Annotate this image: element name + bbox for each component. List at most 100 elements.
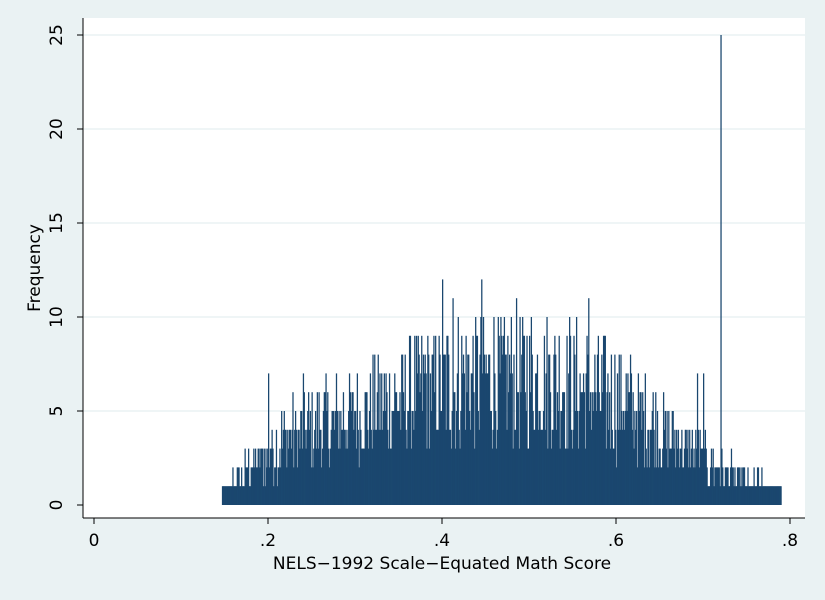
histogram-bar	[246, 467, 248, 505]
histogram-bar	[448, 429, 451, 505]
histogram-bar	[643, 467, 646, 505]
histogram-bar	[284, 429, 286, 505]
y-tick-label: 5	[47, 406, 67, 417]
histogram-bar	[691, 429, 693, 505]
histogram-bar	[686, 448, 688, 505]
histogram-bar	[282, 429, 285, 505]
histogram-bar	[531, 354, 533, 505]
histogram-bar	[754, 486, 756, 505]
histogram-bar	[245, 467, 247, 505]
histogram-bar	[395, 392, 398, 505]
histogram-bar	[435, 335, 437, 505]
histogram-bar	[381, 429, 384, 505]
histogram-bar	[777, 486, 780, 505]
histogram-bar	[584, 448, 586, 505]
histogram-bar	[602, 335, 605, 505]
histogram-bar	[415, 335, 418, 505]
histogram-bar	[710, 448, 713, 505]
histogram-bar	[380, 429, 382, 505]
histogram-bar	[340, 411, 342, 505]
histogram-bar	[766, 486, 768, 505]
x-tick-label: .8	[782, 531, 798, 551]
histogram-bar	[655, 392, 657, 505]
histogram-bar	[590, 429, 593, 505]
histogram-bar	[326, 411, 328, 505]
histogram-bar	[598, 392, 600, 505]
histogram-bar	[729, 467, 732, 505]
histogram-bar	[503, 317, 506, 505]
histogram-bar	[288, 429, 291, 505]
histogram-bar	[701, 448, 703, 505]
histogram-bar	[364, 392, 366, 505]
histogram-bar	[573, 335, 575, 505]
histogram-bar	[303, 392, 305, 505]
histogram-bar	[529, 392, 532, 505]
histogram-bar	[250, 467, 252, 505]
histogram-bar	[458, 429, 460, 505]
histogram-bar	[703, 448, 706, 505]
histogram-bar	[522, 335, 525, 505]
histogram-bar	[547, 448, 549, 505]
histogram-bar	[542, 429, 544, 505]
histogram-bar	[508, 392, 510, 505]
histogram-bar	[558, 335, 560, 505]
histogram-bar	[759, 486, 761, 505]
histogram-bar	[469, 429, 472, 505]
histogram-bar	[737, 467, 740, 505]
histogram-bar	[447, 335, 449, 505]
histogram-bar	[290, 448, 292, 505]
histogram-bar	[535, 373, 537, 505]
y-tick-label: 20	[47, 118, 67, 140]
histogram-bar	[610, 354, 613, 505]
histogram-bar	[424, 354, 426, 505]
histogram-bar	[462, 373, 464, 505]
histogram-bar	[489, 411, 492, 505]
histogram-bar	[354, 411, 356, 505]
histogram-bar	[595, 411, 598, 505]
histogram-bar	[363, 448, 365, 505]
histogram-bar	[525, 411, 527, 505]
histogram-bar	[441, 411, 443, 505]
histogram-bar	[631, 429, 633, 505]
histogram-bar	[428, 448, 431, 505]
histogram-bar	[763, 486, 765, 505]
histogram-bar	[378, 429, 380, 505]
histogram-bar	[609, 392, 611, 505]
histogram-bar	[500, 317, 502, 505]
histogram-bar	[780, 486, 782, 505]
histogram-bar	[283, 411, 285, 505]
histogram-bar	[399, 392, 401, 505]
histogram-bar	[514, 429, 516, 505]
histogram-bar	[244, 448, 246, 505]
histogram-bar	[601, 354, 603, 505]
histogram-bar	[712, 448, 714, 505]
histogram-bar	[575, 317, 578, 505]
histogram-bar	[722, 467, 724, 505]
histogram-bar	[223, 486, 225, 505]
histogram-bar	[455, 411, 458, 505]
histogram-bar	[578, 411, 580, 505]
histogram-bar	[594, 354, 596, 505]
histogram-bar	[414, 335, 416, 505]
histogram-bar	[294, 411, 297, 505]
histogram-bar	[690, 448, 693, 505]
histogram-bar	[605, 448, 607, 505]
histogram-bar	[274, 467, 276, 505]
histogram-bar	[292, 392, 294, 505]
histogram-bar	[393, 411, 395, 505]
histogram-bar	[660, 467, 662, 505]
histogram-bar	[243, 486, 245, 505]
histogram-bar	[682, 467, 684, 505]
histogram-bar	[778, 486, 780, 505]
histogram-bar	[397, 411, 399, 505]
histogram-bar	[681, 429, 683, 505]
histogram-bar	[264, 486, 266, 505]
histogram-bar	[277, 467, 279, 505]
histogram-bar	[377, 354, 379, 505]
histogram-bar	[713, 486, 715, 505]
histogram-bar	[627, 373, 629, 505]
histogram-bar	[612, 448, 614, 505]
histogram-bar	[653, 429, 655, 505]
histogram-bar	[521, 354, 523, 505]
histogram-bar	[772, 486, 774, 505]
